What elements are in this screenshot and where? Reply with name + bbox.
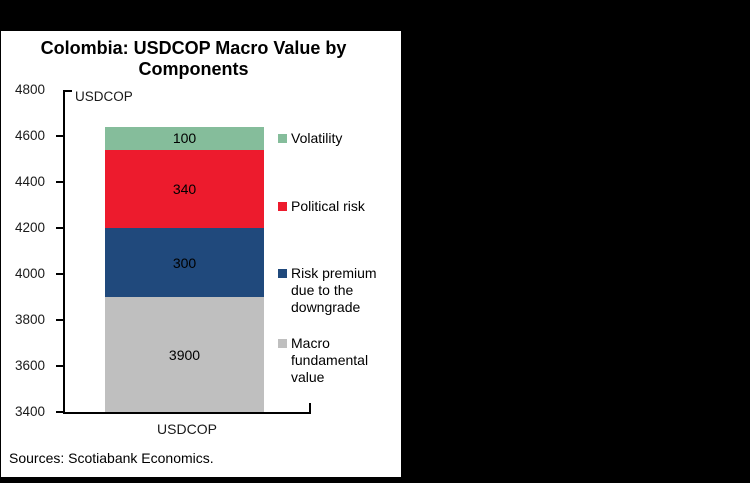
sources-text: Sources: Scotiabank Economics.	[9, 450, 214, 466]
y-tick-mark	[56, 227, 64, 229]
legend-swatch-icon	[278, 339, 287, 348]
legend-item-macro-fundamental-value: Macro fundamental value	[278, 335, 396, 386]
bar-segment-volatility: 100	[105, 126, 264, 150]
y-axis-unit-label: USDCOP	[75, 89, 133, 104]
y-tick-label: 4200	[14, 220, 45, 235]
legend-swatch-icon	[278, 134, 287, 143]
legend-label: Macro fundamental value	[291, 335, 369, 385]
legend-label: Political risk	[291, 198, 365, 214]
y-tick-mark	[56, 135, 64, 137]
stacked-bar: 3900 300 340 100	[105, 90, 264, 412]
chart-panel: Colombia: USDCOP Macro Value by Componen…	[0, 31, 401, 477]
bar-segment-macro-fundamental-value: 3900	[105, 297, 264, 412]
y-tick-mark	[56, 181, 64, 183]
y-tick-mark	[56, 273, 64, 275]
legend-label: Volatility	[291, 130, 343, 146]
y-tick-mark	[56, 319, 64, 321]
legend-item-risk-premium-due-to-the-downgrade: Risk premium due to the downgrade	[278, 265, 396, 316]
y-tick-label: 3400	[14, 404, 45, 419]
y-axis-line	[63, 90, 65, 414]
legend-item-political-risk: Political risk	[278, 198, 396, 215]
bar-segment-value-label: 3900	[168, 346, 201, 363]
chart-title: Colombia: USDCOP Macro Value by Componen…	[40, 38, 347, 79]
x-axis-line	[63, 412, 311, 414]
y-axis-end-tick	[63, 90, 72, 92]
y-tick-label: 3800	[14, 312, 45, 327]
y-tick-mark	[56, 365, 64, 367]
y-tick-label: 4400	[14, 174, 45, 189]
y-tick-label: 3600	[14, 358, 45, 373]
bar-segment-risk-premium-due-to-the-downgrade: 300	[105, 228, 264, 297]
legend-swatch-icon	[278, 269, 287, 278]
legend-label: Risk premium due to the downgrade	[291, 265, 377, 315]
y-tick-mark	[56, 411, 64, 413]
bar-segment-political-risk: 340	[105, 149, 264, 228]
bar-segment-value-label: 300	[172, 254, 197, 271]
y-tick-label: 4000	[14, 266, 45, 281]
legend-swatch-icon	[278, 202, 287, 211]
legend-item-volatility: Volatility	[278, 130, 396, 147]
bar-segment-value-label: 100	[172, 130, 197, 147]
x-axis-category-label: USDCOP	[157, 421, 217, 437]
y-tick-label: 4600	[14, 128, 45, 143]
y-tick-label: 4800	[14, 82, 45, 97]
bar-segment-value-label: 340	[172, 180, 197, 197]
x-axis-end-tick	[309, 403, 311, 413]
